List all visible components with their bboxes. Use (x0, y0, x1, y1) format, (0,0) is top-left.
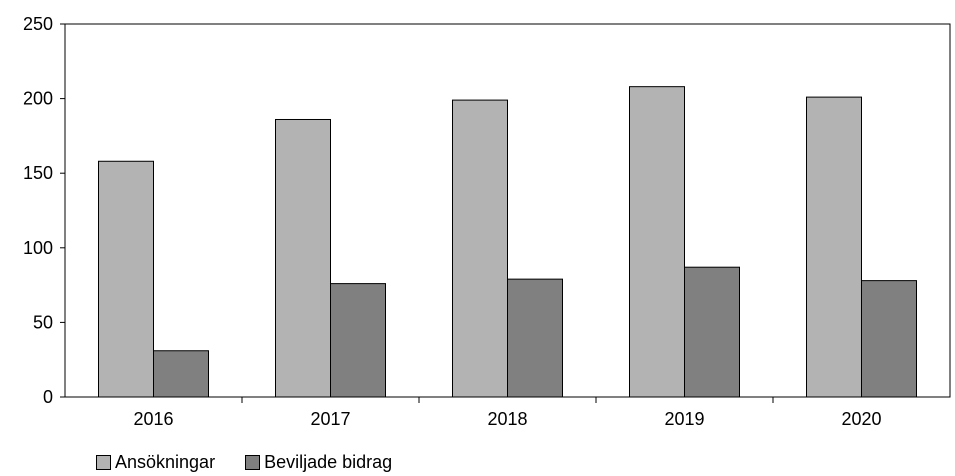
legend: Ansökningar Beviljade bidrag (96, 452, 422, 473)
bar-ansokningar-2017 (275, 118, 331, 398)
y-tick-label: 150 (23, 163, 53, 183)
y-tick-label: 250 (23, 14, 53, 34)
bar-ansokningar-2019 (629, 86, 685, 398)
bar-beviljade-bidrag-2017 (330, 283, 386, 398)
legend-swatch-ansokningar (96, 455, 111, 470)
y-tick-label: 100 (23, 238, 53, 258)
legend-label-ansokningar: Ansökningar (115, 452, 216, 472)
y-tick-label: 50 (33, 312, 53, 332)
x-tick-label: 2018 (487, 409, 527, 429)
bar-beviljade-bidrag-2019 (684, 266, 740, 398)
x-tick-label: 2016 (133, 409, 173, 429)
legend-item-beviljade-bidrag: Beviljade bidrag (245, 452, 392, 473)
legend-label-beviljade-bidrag: Beviljade bidrag (264, 452, 393, 472)
bar-beviljade-bidrag-2018 (507, 278, 563, 398)
bar-beviljade-bidrag-2020 (861, 280, 917, 398)
y-tick-label: 0 (43, 387, 53, 407)
x-tick-label: 2017 (310, 409, 350, 429)
legend-item-ansokningar: Ansökningar (96, 452, 215, 473)
x-tick-label: 2020 (841, 409, 881, 429)
bar-ansokningar-2016 (98, 160, 154, 398)
bar-ansokningar-2020 (806, 96, 862, 398)
x-tick-label: 2019 (664, 409, 704, 429)
legend-swatch-beviljade-bidrag (245, 455, 261, 470)
y-tick-label: 200 (23, 89, 53, 109)
bar-beviljade-bidrag-2016 (153, 350, 209, 398)
bar-ansokningar-2018 (452, 99, 508, 398)
